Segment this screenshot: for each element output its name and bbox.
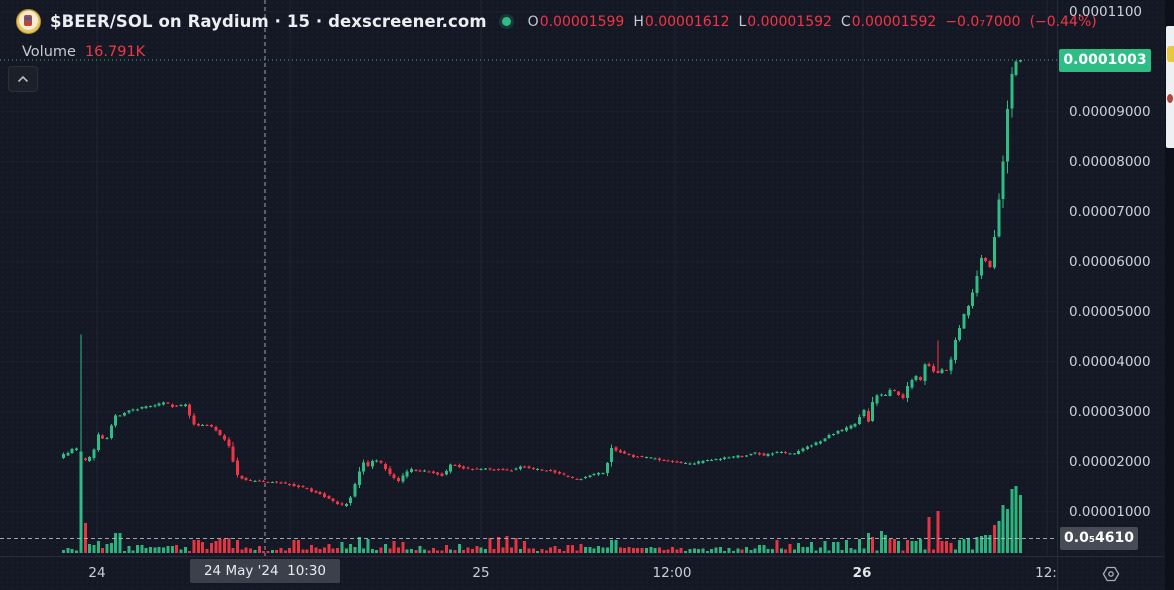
open-value: 0.00001599: [539, 13, 625, 30]
volume-label[interactable]: Volume: [22, 44, 76, 60]
ohlc-open: O 0.00001599: [528, 14, 625, 30]
open-label: O: [527, 13, 539, 30]
ohlc-close: C 0.00001592: [841, 14, 936, 30]
beer-mug-glyph: [24, 15, 32, 26]
close-label: C: [840, 13, 851, 30]
market-status-dot-inner: [501, 17, 511, 26]
time-axis-tick: 26: [852, 565, 872, 581]
chart-title[interactable]: $BEER/SOL on Raydium · 15 · dexscreener.…: [50, 12, 487, 31]
low-label: L: [738, 13, 747, 30]
time-axis-tick: 12:: [1035, 565, 1057, 581]
price-change-percent: (−0.44%): [1029, 13, 1097, 30]
time-axis-tick: 24: [88, 565, 106, 581]
edge-artifact-white: [1166, 26, 1174, 148]
price-axis-tick: 0.00006000: [1069, 253, 1151, 270]
crosshair-price-badge: 0.0₅4610: [1060, 526, 1138, 550]
ohlc-low: L 0.00001592: [738, 14, 831, 30]
price-axis-tick: 0.00008000: [1069, 153, 1151, 170]
price-axis-tick: 0.00009000: [1069, 103, 1151, 120]
chevron-up-icon: [17, 75, 29, 83]
high-value: 0.00001612: [644, 13, 730, 30]
chart-legend: $BEER/SOL on Raydium · 15 · dexscreener.…: [16, 9, 1097, 34]
price-axis-tick: 0.00005000: [1069, 303, 1151, 320]
time-axis-pane[interactable]: 24 May '24 10:30 24 25 12:00 26 12:: [0, 556, 1174, 590]
gear-icon: [1102, 566, 1120, 582]
ohlc-readout: O 0.00001599 H 0.00001612 L 0.00001592 C 0.0…: [528, 14, 1097, 30]
low-value: 0.00001592: [747, 13, 832, 30]
close-value: 0.00001592: [851, 13, 937, 30]
current-price-badge: 0.0001003: [1059, 48, 1151, 72]
screen-edge-artifact: [1165, 0, 1174, 590]
volume-indicator-legend: Volume 16.791K: [22, 44, 145, 60]
time-axis-tick: 25: [472, 565, 490, 581]
price-axis-tick: 0.00002000: [1069, 453, 1151, 470]
price-axis-tick: 0.00007000: [1069, 203, 1151, 220]
price-axis-tick: 0.00001000: [1069, 503, 1151, 520]
time-axis-settings-button[interactable]: [1098, 561, 1124, 587]
ohlc-high: H 0.00001612: [633, 14, 729, 30]
price-axis-tick: 0.0001100: [1069, 3, 1143, 20]
market-status-dot-icon: [498, 14, 514, 29]
collapse-legend-button[interactable]: [8, 66, 38, 92]
crosshair-time-badge: 24 May '24 10:30: [190, 559, 340, 583]
high-label: H: [633, 13, 644, 30]
price-change-value: −0.0₇7000: [945, 13, 1021, 30]
edge-artifact-red: [1167, 94, 1173, 103]
volume-value: 16.791K: [84, 44, 146, 60]
time-axis-tick: 12:00: [652, 565, 692, 581]
beer-token-icon: [16, 9, 41, 34]
price-axis-tick: 0.00004000: [1069, 353, 1151, 370]
price-axis-tick: 0.00003000: [1069, 403, 1151, 420]
price-axis-pane[interactable]: 0.0001003 0.0₅4610 0.0001100 0.00009000 0.…: [1057, 0, 1174, 590]
edge-artifact-yellow: [1167, 46, 1174, 62]
